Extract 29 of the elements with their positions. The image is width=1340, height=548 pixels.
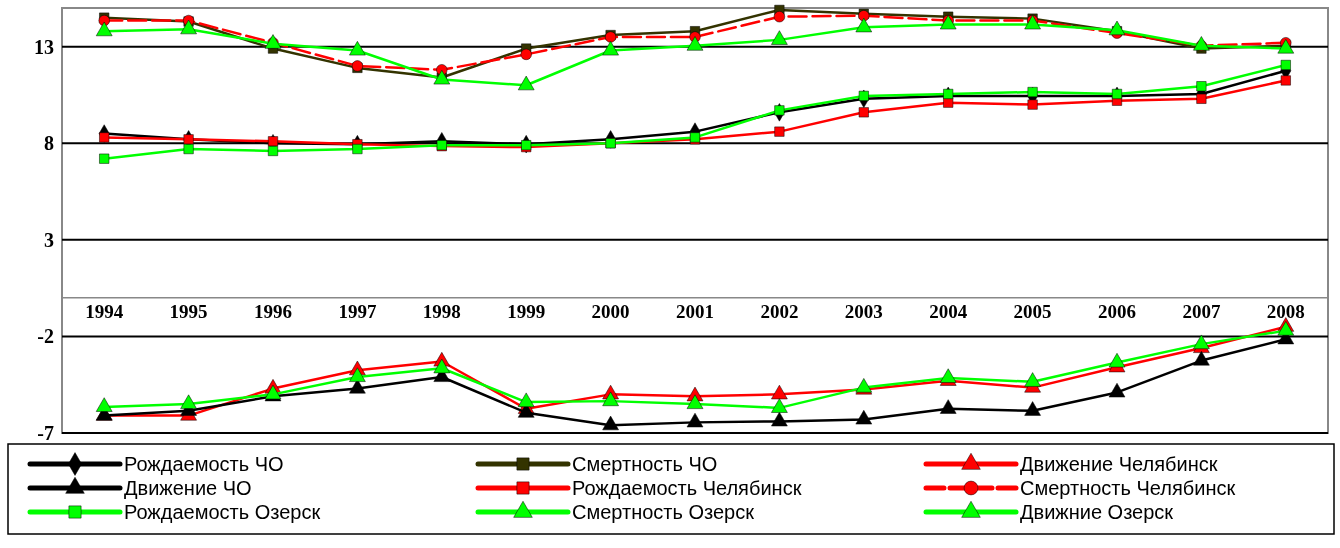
legend-label: Движение Челябинск: [1020, 453, 1218, 475]
x-tick-label: 1996: [254, 301, 292, 323]
legend-label: Движение ЧО: [124, 477, 252, 499]
y-tick-label: -7: [37, 422, 54, 444]
x-tick-label: 2002: [760, 301, 799, 323]
y-tick-label: -2: [37, 325, 54, 348]
x-tick-label: 2005: [1013, 301, 1052, 323]
x-tick-label: 1995: [169, 301, 208, 323]
legend-label: Рождаемость Озерск: [124, 501, 321, 523]
legend-label: Рождаемость Челябинск: [572, 477, 802, 499]
legend-label: Смертность Озерск: [572, 501, 755, 523]
legend-label: Смертность ЧО: [572, 453, 718, 475]
x-tick-label: 1999: [507, 301, 546, 323]
x-tick-label: 1997: [338, 301, 377, 323]
x-tick-label: 2007: [1182, 301, 1221, 323]
x-tick-label: 2008: [1266, 301, 1305, 323]
x-tick-label: 2000: [591, 301, 630, 323]
legend-label: Движние Озерск: [1020, 501, 1174, 523]
x-tick-label: 2004: [929, 301, 968, 323]
x-tick-label: 2003: [844, 301, 883, 323]
legend-label: Рождаемость ЧО: [124, 453, 284, 475]
y-tick-label: 13: [34, 35, 54, 58]
x-tick-label: 1998: [422, 301, 461, 323]
y-tick-label: 8: [44, 132, 54, 155]
legend-label: Смертность Челябинск: [1020, 477, 1236, 499]
x-tick-label: 2006: [1098, 301, 1136, 323]
x-tick-label: 1994: [85, 301, 124, 323]
y-tick-label: 3: [44, 228, 54, 251]
x-tick-label: 2001: [676, 301, 714, 323]
